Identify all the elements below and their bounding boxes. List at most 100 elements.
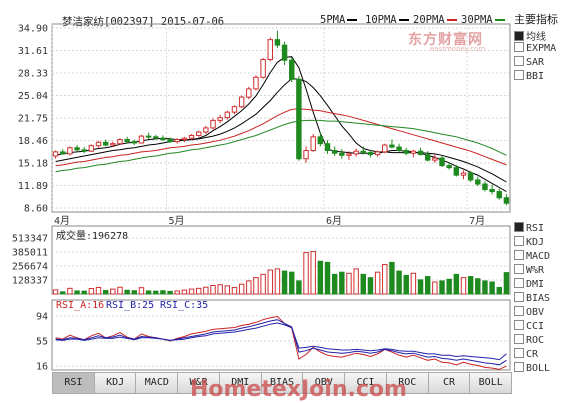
volume-bar [432,281,438,295]
volume-bar [60,291,66,295]
candle-down [424,154,431,161]
candle-up [88,145,95,152]
volume-bar [310,250,316,295]
candle-up [432,157,438,161]
candle-up [195,131,202,136]
main-indicator-bbi[interactable]: BBI [514,70,544,82]
ma10-legend-label: 10PMA [365,14,397,26]
volume-bar [496,286,502,295]
volume-bar [88,288,95,295]
sub-indicator-roc[interactable]: ROC [514,334,544,346]
sub-indicator-rsi[interactable]: RSI [514,222,544,234]
candle-down [167,139,173,143]
sub-indicator-cr[interactable]: CR [514,348,538,360]
main-indicator-label: 均线 [526,32,546,43]
volume-bar [417,279,424,295]
sub-indicator-cci[interactable]: CCI [514,320,544,332]
tab-roc[interactable]: ROC [385,372,428,394]
rsi-label-a: RSI_A:16 [56,300,104,311]
volume-bar [260,273,266,295]
price-tick-label: 28.33 [18,68,48,79]
rsi-label-b-text: RSI_B:25 [106,300,155,311]
candle-up [174,139,180,143]
volume-bar [253,277,259,295]
candle-up [117,139,123,145]
candle-up [346,153,352,156]
volume-bar [102,290,109,295]
volume-bar [195,287,202,295]
month-tick-label: 6月 [326,215,342,227]
sub-indicator-bias[interactable]: BIAS [514,292,550,304]
tab-dmi[interactable]: DMI [218,372,261,394]
volume-bar [67,287,73,295]
volume-tick-label: 128337 [12,275,48,286]
volume-bar [95,286,102,295]
candle-down [331,150,338,154]
volume-bar [131,290,138,295]
month-tick-label: 7月 [469,215,485,227]
tab-obv[interactable]: OBV [302,372,345,394]
sub-indicator-boll[interactable]: BOLL [514,362,550,374]
volume-bar [339,271,345,295]
volume-bar [231,286,238,295]
volume-bar [52,289,59,295]
volume-bar [467,276,474,295]
sub-indicator-dmi[interactable]: DMI [514,278,544,290]
main-indicator-sar[interactable]: SAR [514,56,544,68]
rsi-label-b: RSI_B:25 [106,300,154,311]
volume-bar [188,288,195,295]
ma-line-20pma [55,108,507,167]
candle-down [145,135,152,138]
candle-up [231,106,238,113]
candle-down [503,197,510,204]
volume-bar [110,288,116,295]
watermark-eastmoney-sub: eastmoney.com [430,45,486,53]
candle-down [160,137,166,141]
checkbox-icon [514,334,524,344]
volume-bar [360,273,367,295]
candle-down [389,144,395,148]
main-indicator-ma[interactable]: 均线 [514,28,546,43]
ma5-swatch [347,19,358,21]
watermark-eastmoney: 东方财富网 [408,32,483,48]
sub-indicator-macd[interactable]: MACD [514,250,550,262]
tab-bias[interactable]: BIAS [260,372,303,394]
volume-bar [374,271,381,295]
chart-title: 梦洁家纺[002397] 2015-07-06 [62,16,225,28]
indicator-tab-bar: RSI KDJ MACD W&R DMI BIAS OBV CCI ROC CR… [52,372,513,394]
main-indicator-expma[interactable]: EXPMA [514,42,556,54]
sub-indicator-kdj[interactable]: KDJ [514,236,544,248]
tab-boll[interactable]: BOLL [469,372,513,394]
watermark-hometexjoin: HometexJoin.com [190,377,407,402]
tab-wr[interactable]: W&R [177,372,219,394]
tab-kdj[interactable]: KDJ [93,372,136,394]
tab-macd[interactable]: MACD [135,372,178,394]
volume-bar [246,280,252,295]
sub-indicator-wr[interactable]: W%R [514,264,544,276]
volume-bar [238,283,245,295]
checkbox-icon [514,70,524,80]
candle-up [246,88,252,98]
sub-indicator-label: MACD [526,251,551,262]
candle-down [417,150,424,156]
candle-up [67,147,73,155]
month-tick-label: 4月 [54,215,70,227]
volume-bar [346,272,352,295]
candle-up [374,151,381,156]
tab-rsi[interactable]: RSI [52,372,94,394]
volume-bar [274,268,281,295]
candle-down [453,167,460,176]
volume-bar [224,285,231,295]
tab-cci[interactable]: CCI [344,372,386,394]
volume-bar [74,290,80,295]
candle-up [238,96,245,108]
volume-bar [81,290,87,295]
volume-bar [453,273,460,295]
sub-indicator-label: CR [526,349,539,360]
rsi-label-c: RSI_C:35 [160,300,208,311]
candle-up [110,143,116,146]
volume-bar [167,290,173,295]
sub-indicator-obv[interactable]: OBV [514,306,544,318]
tab-cr[interactable]: CR [427,372,470,394]
checkbox-icon [514,236,524,246]
